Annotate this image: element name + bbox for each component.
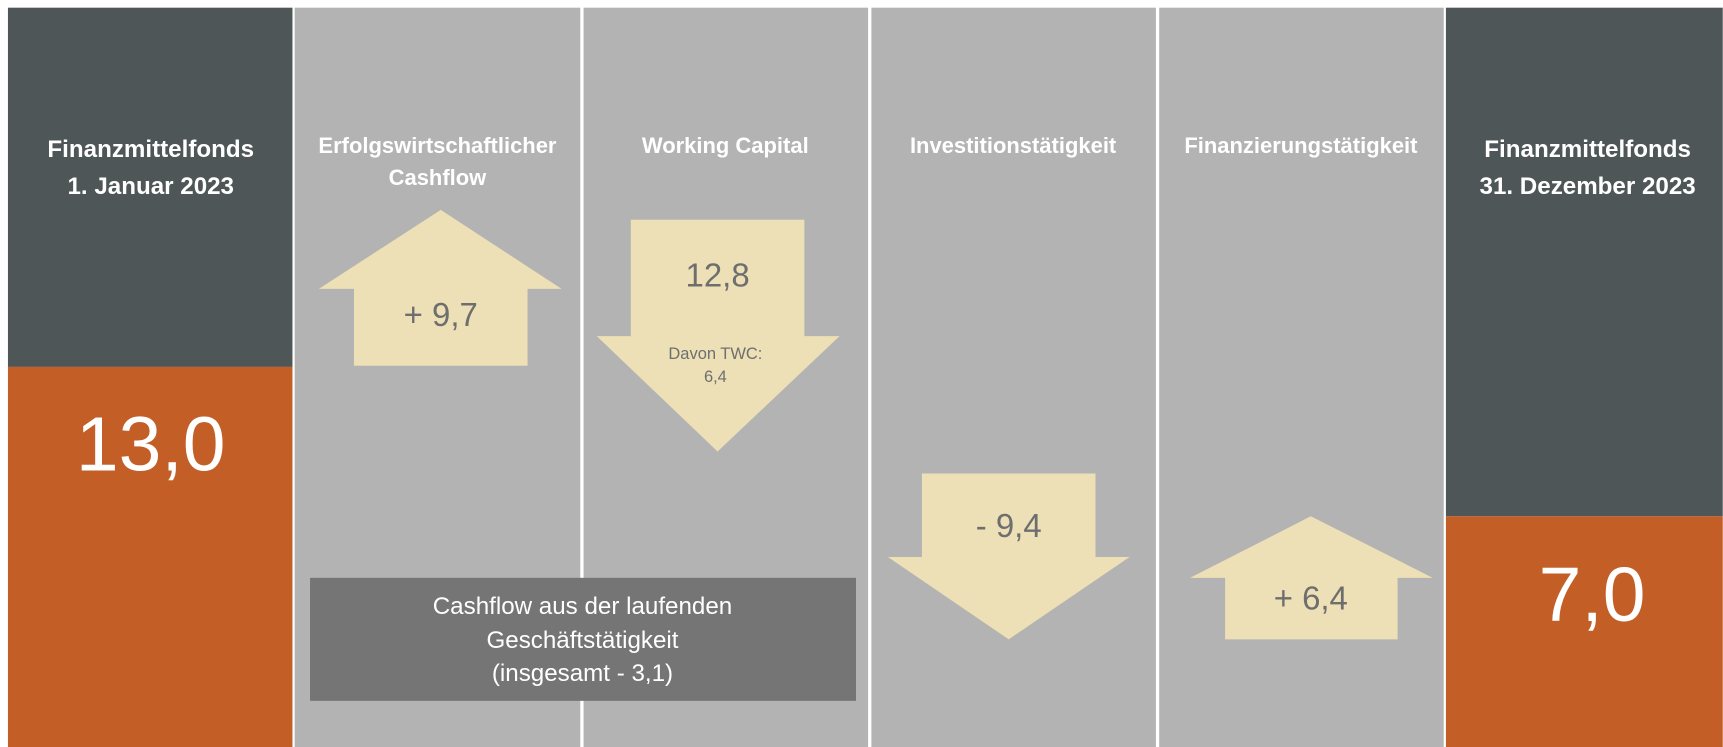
end-value-box bbox=[1445, 516, 1723, 747]
end-header bbox=[1445, 7, 1723, 517]
down-arrow bbox=[887, 473, 1130, 640]
column-title: Investitionstätigkeit bbox=[910, 133, 1117, 158]
arrow-value: + 6,4 bbox=[1274, 580, 1348, 617]
start-header bbox=[7, 7, 293, 367]
column-title: 31. Dezember 2023 bbox=[1480, 173, 1696, 200]
column-title: Working Capital bbox=[642, 133, 809, 158]
column-title: 1. Januar 2023 bbox=[67, 173, 234, 200]
column-title: Finanzmittelfonds bbox=[1484, 136, 1691, 163]
start-value: 13,0 bbox=[76, 402, 226, 488]
arrow-note: Davon TWC: bbox=[668, 345, 762, 363]
arrow-value: 12,8 bbox=[686, 257, 750, 294]
up-arrow bbox=[318, 209, 562, 366]
column bbox=[871, 7, 1156, 747]
column-title: Finanzierungstätigkeit bbox=[1184, 133, 1418, 158]
down-arrow bbox=[596, 219, 840, 452]
up-arrow bbox=[1189, 516, 1433, 640]
column-title: Cashflow bbox=[389, 165, 488, 190]
summary-text: (insgesamt - 3,1) bbox=[492, 660, 673, 687]
summary-text: Geschäftstätigkeit bbox=[486, 627, 678, 654]
arrow-value: + 9,7 bbox=[404, 296, 478, 333]
arrow-note: 6,4 bbox=[704, 368, 727, 386]
end-value: 7,0 bbox=[1539, 552, 1646, 638]
arrow-value: - 9,4 bbox=[976, 507, 1042, 544]
summary-text: Cashflow aus der laufenden bbox=[433, 593, 732, 620]
start-value-box bbox=[7, 366, 293, 747]
column-title: Erfolgswirtschaftlicher bbox=[318, 133, 557, 158]
summary-box bbox=[310, 577, 857, 701]
column-title: Finanzmittelfonds bbox=[47, 136, 254, 163]
